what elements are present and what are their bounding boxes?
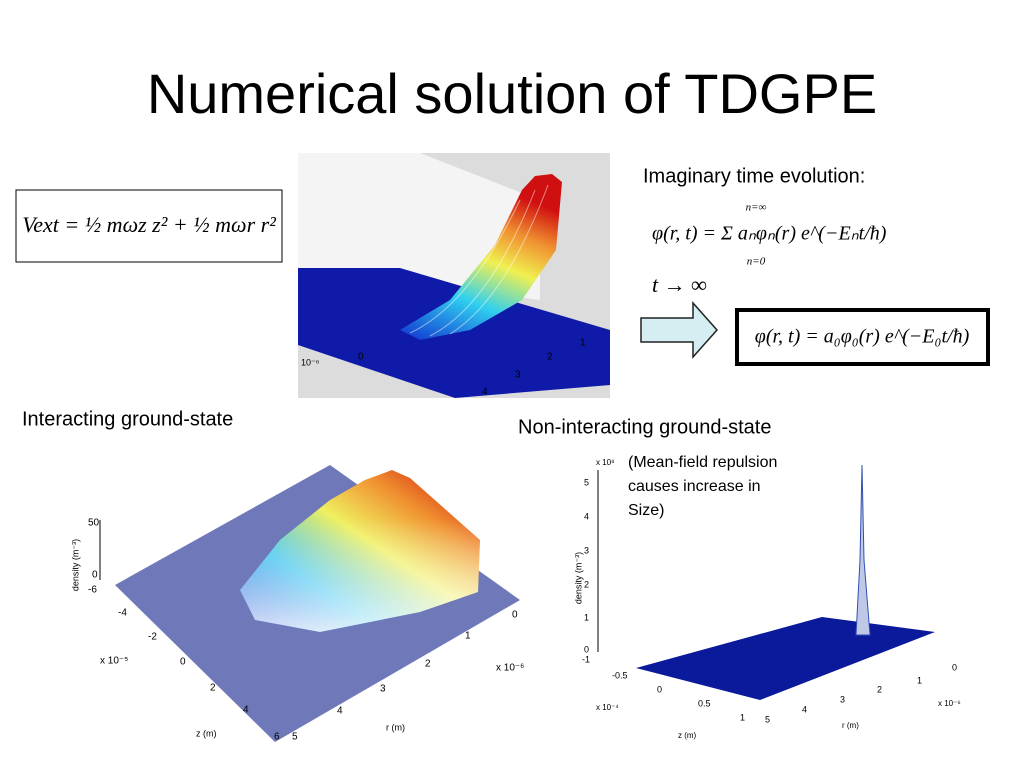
- formula-box: [15, 189, 283, 263]
- tick-label: 1: [580, 338, 586, 349]
- heading: Imaginary time evolution:: [643, 165, 865, 187]
- tick-label: -1: [582, 654, 590, 664]
- axis-label: z (m): [678, 731, 697, 740]
- plot-small: [298, 153, 610, 398]
- formula: φ(r, t) = Σ aₙφₙ(r) e^(−Eₙt/ħ): [652, 223, 887, 245]
- tick-label: 2: [425, 659, 431, 670]
- tick-label: -0.5: [612, 670, 628, 680]
- axis-label: r (m): [386, 722, 405, 732]
- formula: φ(r, t) = a₀φ₀(r) e^(−E₀t/ħ): [755, 326, 970, 348]
- plot-wall: [298, 153, 540, 300]
- axis-label: r (m): [842, 721, 859, 730]
- formula: t → ∞: [652, 272, 707, 297]
- tick-label: 1: [584, 612, 589, 622]
- plot-floor: [636, 617, 935, 700]
- plot-interacting: [99, 465, 520, 742]
- tick-label: 6: [274, 732, 280, 743]
- spike: [855, 464, 871, 636]
- surface: [400, 174, 562, 340]
- axis-label: density (m⁻³): [573, 552, 583, 604]
- tick-label: -2: [148, 632, 157, 643]
- axis-label: z (m): [196, 728, 217, 738]
- formula: n=∞: [746, 202, 767, 214]
- formula: Vext = ½ mωz z² + ½ mωr r²: [22, 212, 276, 237]
- tick-label: 3: [380, 684, 386, 695]
- tick-label: 4: [337, 706, 343, 717]
- tick-label: 3: [584, 545, 589, 555]
- slide-title: Numerical solution of TDGPE: [147, 62, 877, 125]
- surface-shade: [240, 470, 480, 632]
- axis-label: density (m⁻³): [70, 539, 80, 591]
- tick-label: 0.5: [698, 698, 711, 708]
- tick-label: 5: [765, 714, 770, 724]
- tick-label: -6: [88, 585, 97, 596]
- tick-label: 2: [877, 684, 882, 694]
- tick-label: 0: [584, 644, 589, 654]
- plot-non-interacting: [597, 464, 935, 700]
- tick-label: 4: [584, 511, 589, 521]
- tick-label: 0: [952, 662, 957, 672]
- caption: Interacting ground-state: [22, 408, 233, 430]
- axis-scale: 10⁻⁶: [301, 357, 320, 367]
- axis-scale: x 10⁻⁵: [100, 656, 128, 667]
- tick-label: 4: [802, 704, 807, 714]
- tick-label: 0: [657, 684, 662, 694]
- tick-label: 0: [92, 570, 98, 581]
- tick-label: 1: [740, 712, 745, 722]
- tick-label: -4: [118, 608, 127, 619]
- tick-label: 3: [840, 694, 845, 704]
- tick-label: 3: [515, 370, 521, 381]
- arrow: [640, 301, 719, 359]
- result-box: [735, 308, 990, 366]
- note: causes increase in: [628, 478, 761, 495]
- tick-label: 1: [917, 675, 922, 685]
- tick-label: 4: [482, 387, 488, 398]
- tick-label: 2: [547, 352, 553, 363]
- formula: n=0: [747, 256, 766, 268]
- tick-label: 0: [512, 610, 518, 621]
- tick-label: 50: [88, 518, 100, 529]
- axis-scale: x 10⁻⁶: [938, 699, 961, 708]
- note: (Mean-field repulsion: [628, 454, 777, 471]
- tick-label: 2: [584, 579, 589, 589]
- tick-label: 0: [180, 657, 186, 668]
- caption: Non-interacting ground-state: [518, 416, 771, 438]
- tick-label: 2: [210, 683, 216, 694]
- tick-label: 5: [292, 732, 298, 743]
- tick-label: 4: [243, 705, 249, 716]
- axis-scale: x 10⁻⁴: [596, 703, 619, 712]
- tick-label: 0: [358, 352, 364, 363]
- axis-scale: x 10⁻⁶: [496, 663, 524, 674]
- tick-label: 1: [465, 631, 471, 642]
- note: Size): [628, 502, 664, 519]
- mesh: [409, 184, 549, 337]
- tick-label: 5: [584, 477, 589, 487]
- axis-scale: x 10⁸: [596, 458, 615, 467]
